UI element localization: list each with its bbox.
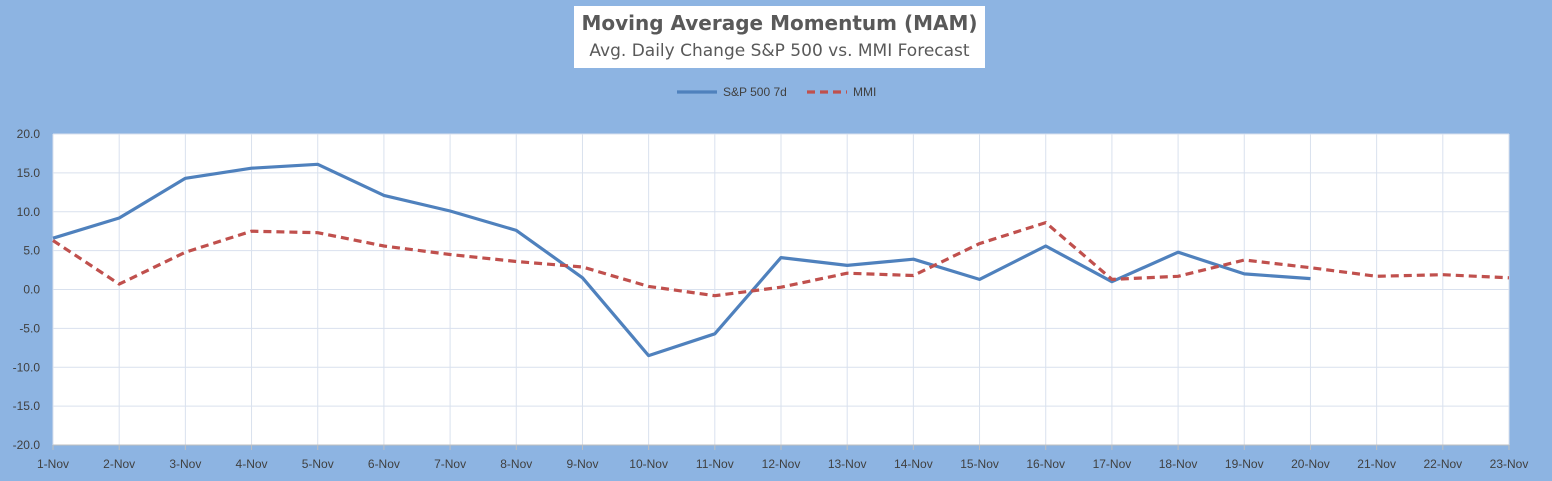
y-tick-label: -15.0	[13, 399, 41, 413]
x-tick-label: 15-Nov	[960, 457, 999, 471]
y-tick-label: -5.0	[19, 321, 40, 335]
x-tick-label: 14-Nov	[894, 457, 933, 471]
x-tick-label: 9-Nov	[566, 457, 598, 471]
x-tick-label: 17-Nov	[1093, 457, 1132, 471]
x-tick-label: 21-Nov	[1357, 457, 1396, 471]
x-tick-label: 5-Nov	[302, 457, 334, 471]
chart-subtitle: Avg. Daily Change S&P 500 vs. MMI Foreca…	[589, 41, 970, 61]
x-tick-label: 12-Nov	[762, 457, 801, 471]
x-tick-label: 1-Nov	[37, 457, 69, 471]
x-tick-label: 11-Nov	[696, 457, 734, 471]
x-tick-label: 6-Nov	[368, 457, 400, 471]
x-tick-label: 22-Nov	[1423, 457, 1462, 471]
legend-label: MMI	[853, 85, 876, 99]
y-tick-label: 5.0	[23, 244, 40, 258]
series-line-mmi	[52, 221, 1510, 298]
legend-label: S&P 500 7d	[723, 85, 787, 99]
x-tick-label: 7-Nov	[434, 457, 466, 471]
x-tick-label: 4-Nov	[236, 457, 268, 471]
y-tick-label: -10.0	[13, 360, 41, 374]
x-tick-label: 19-Nov	[1225, 457, 1264, 471]
chart-title-box: Moving Average Momentum (MAM) Avg. Daily…	[574, 6, 985, 68]
y-tick-label: -20.0	[13, 438, 41, 452]
y-tick-label: 10.0	[17, 205, 41, 219]
chart-title: Moving Average Momentum (MAM)	[581, 11, 978, 35]
x-tick-label: 18-Nov	[1159, 457, 1198, 471]
x-tick-label: 23-Nov	[1490, 457, 1529, 471]
x-tick-label: 8-Nov	[500, 457, 532, 471]
y-tick-label: 15.0	[17, 166, 41, 180]
x-tick-label: 2-Nov	[103, 457, 135, 471]
x-tick-label: 20-Nov	[1291, 457, 1330, 471]
x-tick-label: 13-Nov	[828, 457, 867, 471]
y-tick-label: 20.0	[17, 127, 41, 141]
series-line-s-p-500-7d	[52, 162, 1311, 358]
x-tick-label: 3-Nov	[169, 457, 201, 471]
y-tick-label: 0.0	[23, 283, 40, 297]
x-tick-label: 16-Nov	[1026, 457, 1065, 471]
x-tick-label: 10-Nov	[629, 457, 668, 471]
